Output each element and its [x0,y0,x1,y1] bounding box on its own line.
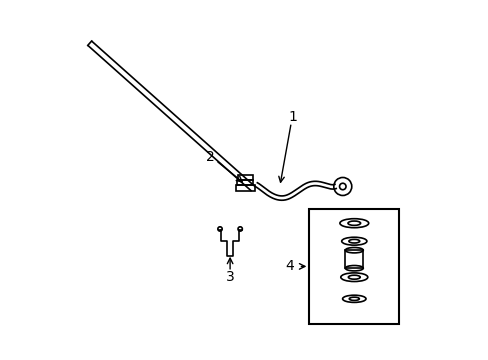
Text: 2: 2 [205,150,214,163]
Bar [309,209,399,324]
Text: 4: 4 [285,260,293,273]
Text: 1: 1 [288,110,297,124]
Text: 3: 3 [225,270,234,284]
Bar [345,250,363,268]
